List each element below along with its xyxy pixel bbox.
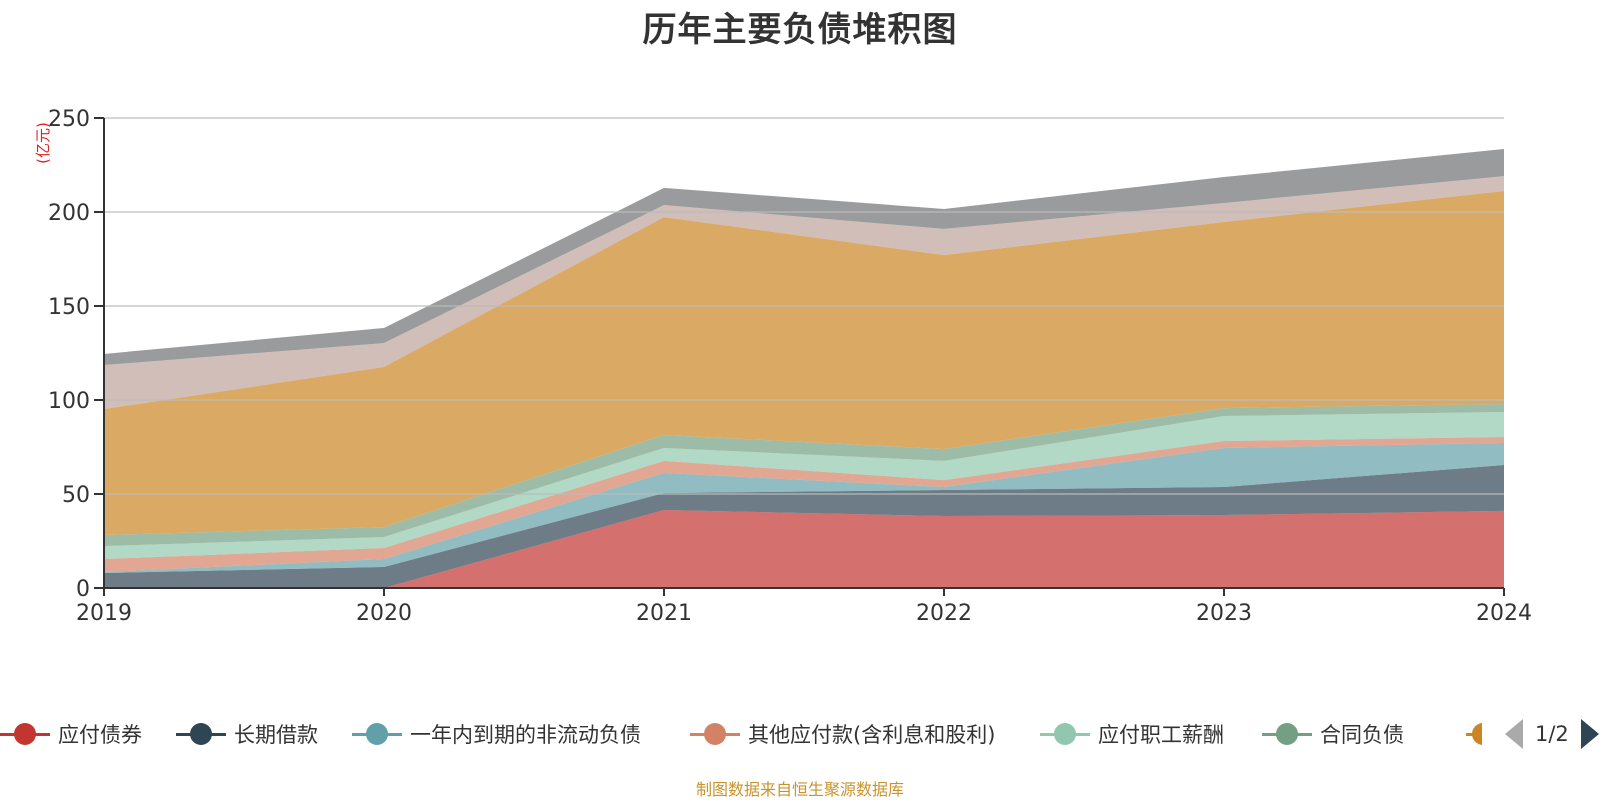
y-axis-unit-label: (亿元) bbox=[34, 122, 52, 164]
legend-marker-dot bbox=[14, 723, 36, 745]
legend-item[interactable]: 其他应付款(含利息和股利) bbox=[690, 716, 995, 752]
legend-item-label: 合同负债 bbox=[1320, 723, 1404, 747]
x-tick-label: 2022 bbox=[916, 601, 972, 626]
legend-marker-icon bbox=[352, 722, 402, 746]
y-tick-label: 150 bbox=[48, 295, 90, 320]
x-tick-label: 2024 bbox=[1476, 601, 1532, 626]
legend-pager: 1/2 bbox=[1505, 716, 1599, 752]
x-tick-label: 2021 bbox=[636, 601, 692, 626]
legend-item-label: 应付债券 bbox=[58, 723, 142, 747]
y-tick-label: 250 bbox=[48, 107, 90, 132]
legend-prev-page-icon[interactable] bbox=[1505, 719, 1523, 749]
area-series-6[interactable] bbox=[104, 190, 1504, 535]
area-series-0[interactable] bbox=[104, 509, 1504, 588]
source-note: 制图数据来自恒生聚源数据库 bbox=[695, 780, 904, 799]
y-tick-label: 0 bbox=[76, 577, 90, 602]
chart-title: 历年主要负债堆积图 bbox=[642, 10, 958, 50]
legend: 应付债券 长期借款 一年内到期的非流动负债 其他应付款(含利息和股利) 应付职工薪酬 合同… bbox=[0, 716, 1600, 752]
legend-marker-icon bbox=[690, 722, 740, 746]
legend-marker-dot bbox=[1276, 723, 1298, 745]
legend-item[interactable]: 应付债券 bbox=[0, 716, 142, 752]
area-series-2[interactable] bbox=[104, 443, 1504, 573]
area-series-4[interactable] bbox=[104, 412, 1504, 560]
legend-marker-icon bbox=[1262, 722, 1312, 746]
area-series-8[interactable] bbox=[104, 149, 1504, 366]
legend-item-partial[interactable] bbox=[1466, 716, 1482, 752]
legend-marker-dot bbox=[366, 723, 388, 745]
x-tick-label: 2020 bbox=[356, 601, 412, 626]
legend-item[interactable]: 一年内到期的非流动负债 bbox=[352, 716, 641, 752]
legend-item-label: 其他应付款(含利息和股利) bbox=[748, 723, 996, 747]
y-tick-label: 200 bbox=[48, 201, 90, 226]
y-tick-label: 100 bbox=[48, 389, 90, 414]
legend-item[interactable]: 长期借款 bbox=[176, 716, 318, 752]
x-tick-label: 2023 bbox=[1196, 601, 1252, 626]
legend-item-label: 应付职工薪酬 bbox=[1098, 723, 1224, 747]
area-series-3[interactable] bbox=[104, 437, 1504, 573]
legend-item-label: 长期借款 bbox=[234, 723, 318, 747]
area-series-7[interactable] bbox=[104, 176, 1504, 410]
legend-marker-dot bbox=[704, 723, 726, 745]
legend-page-indicator: 1/2 bbox=[1535, 722, 1569, 746]
legend-marker-icon bbox=[0, 722, 50, 746]
area-series-1[interactable] bbox=[104, 465, 1504, 588]
axes: 0 50 100 150 200 250 2019 2020 2021 2022 2023 2024 bbox=[48, 107, 1532, 626]
y-tick-label: 50 bbox=[62, 483, 90, 508]
legend-marker-icon bbox=[176, 722, 226, 746]
area-series-5[interactable] bbox=[104, 403, 1504, 547]
legend-item[interactable]: 应付职工薪酬 bbox=[1040, 716, 1224, 752]
legend-marker-icon bbox=[1040, 722, 1090, 746]
legend-next-page-icon[interactable] bbox=[1580, 719, 1599, 749]
legend-item[interactable]: 合同负债 bbox=[1262, 716, 1404, 752]
legend-marker-dot bbox=[1054, 723, 1076, 745]
area-series bbox=[104, 149, 1504, 588]
legend-item-label: 一年内到期的非流动负债 bbox=[410, 723, 641, 747]
x-tick-label: 2019 bbox=[76, 601, 132, 626]
legend-marker-dot bbox=[190, 723, 212, 745]
legend-partial-dot bbox=[1472, 723, 1482, 745]
